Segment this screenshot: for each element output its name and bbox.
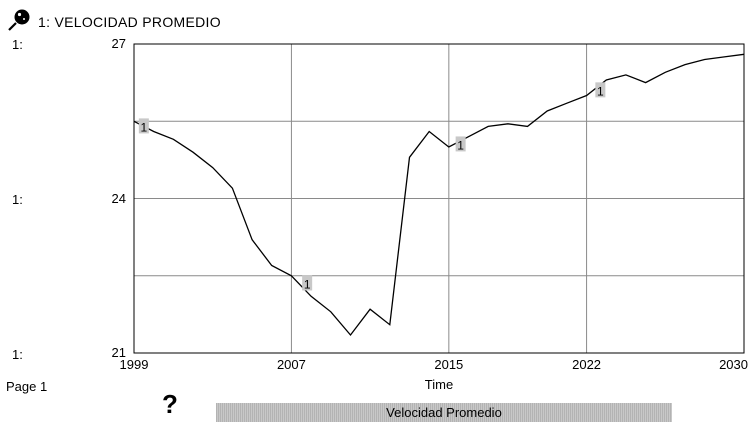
legend-bar[interactable]: Velocidad Promedio — [216, 403, 672, 422]
series-markers: 1 1 1 1 — [138, 82, 606, 291]
axis-prefix-top: 1: — [12, 37, 23, 52]
x-tick-label-2007: 2007 — [276, 357, 306, 372]
svg-text:1: 1 — [457, 138, 464, 152]
svg-text:1: 1 — [304, 277, 311, 291]
plot-frame — [133, 43, 745, 354]
series-marker-4: 1 — [595, 82, 606, 98]
legend-label: Velocidad Promedio — [386, 405, 502, 420]
grid-lines — [134, 44, 744, 353]
help-icon[interactable]: ? — [162, 389, 178, 419]
chart-title: 1: VELOCIDAD PROMEDIO — [38, 14, 221, 30]
y-tick-label-24: 24 — [111, 190, 126, 206]
series-line-1 — [133, 53, 745, 337]
svg-text:1: 1 — [140, 120, 147, 134]
y-tick-label-21: 21 — [111, 345, 126, 360]
x-tick-label-1999: 1999 — [119, 357, 149, 372]
x-tick-label-2030: 2030 — [719, 357, 748, 372]
axis-prefix-bottom: 1: — [12, 347, 23, 362]
x-axis-label: Time — [424, 377, 454, 392]
series-marker-1: 1 — [138, 118, 149, 134]
x-tick-label-2022: 2022 — [572, 357, 602, 372]
pin-icon[interactable] — [6, 8, 32, 32]
svg-text:1: 1 — [597, 84, 604, 98]
series-marker-3: 1 — [455, 136, 466, 152]
series-marker-2: 1 — [302, 275, 313, 291]
page-label[interactable]: Page 1 — [6, 379, 48, 394]
axis-prefix-middle: 1: — [12, 192, 23, 207]
chart-header: 1: VELOCIDAD PROMEDIO — [6, 8, 406, 32]
x-tick-label-2015: 2015 — [434, 357, 464, 372]
y-tick-label-27: 27 — [111, 36, 126, 51]
